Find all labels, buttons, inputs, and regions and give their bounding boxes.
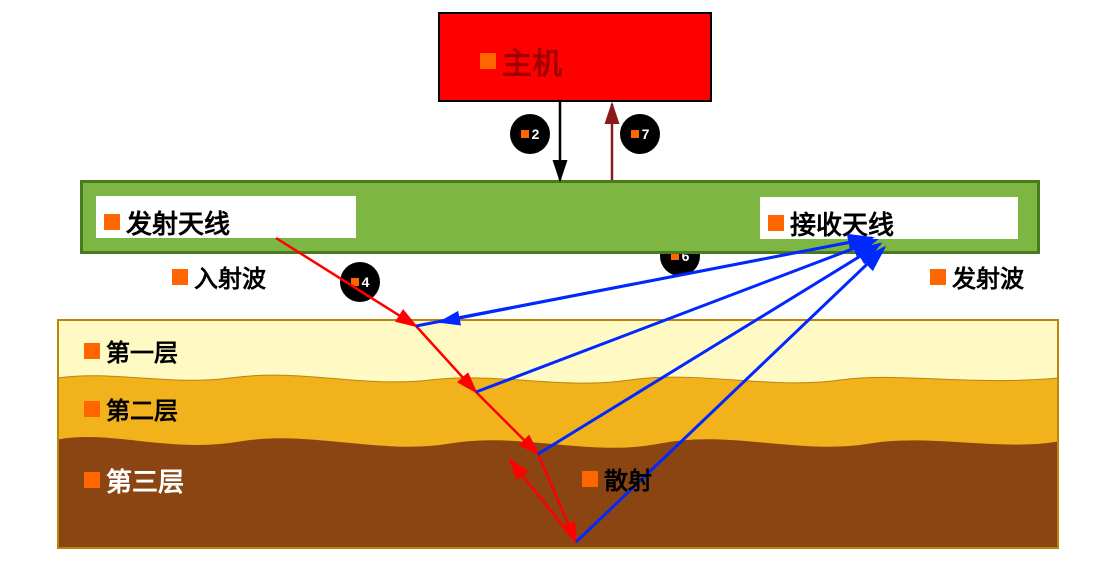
bullet-icon: [582, 471, 598, 487]
step-badge-5: 5: [466, 434, 506, 474]
incident-label: 入射波: [172, 259, 266, 294]
bullet-icon: [84, 472, 100, 488]
bullet-icon: [84, 343, 100, 359]
rx-antenna-text: 接收天线: [790, 205, 894, 242]
layer1-label: 第一层: [84, 333, 178, 368]
bullet-icon: [480, 53, 496, 69]
host-label: 主机: [480, 39, 562, 83]
step-badge-2: 2: [510, 114, 550, 154]
step-badge-7: 7: [620, 114, 660, 154]
bullet-icon: [84, 401, 100, 417]
bullet-icon: [768, 215, 784, 231]
layer2-label: 第二层: [84, 391, 178, 426]
layer1-text: 第一层: [106, 333, 178, 368]
tx-antenna-label: 发射天线: [104, 204, 230, 241]
step-number: 5: [488, 446, 496, 462]
scatter-text: 散射: [604, 461, 652, 496]
step-number: 4: [362, 274, 370, 290]
bullet-icon: [477, 450, 485, 458]
bullet-icon: [521, 130, 529, 138]
tx-antenna-text: 发射天线: [126, 204, 230, 241]
bullet-icon: [631, 130, 639, 138]
bullet-icon: [172, 269, 188, 285]
scatter-label: 散射: [582, 461, 652, 496]
step-number: 7: [642, 126, 650, 142]
incident-text: 入射波: [194, 259, 266, 294]
bullet-icon: [351, 278, 359, 286]
host-text: 主机: [502, 39, 562, 83]
emitted-label: 发射波: [930, 259, 1024, 294]
layer3-label: 第三层: [84, 462, 184, 499]
rx-antenna-label: 接收天线: [768, 205, 894, 242]
layer2-text: 第二层: [106, 391, 178, 426]
bullet-icon: [930, 269, 946, 285]
diagram-stage: { "canvas": { "width": 1112, "height": 5…: [0, 0, 1112, 562]
emitted-text: 发射波: [952, 259, 1024, 294]
layer3-text: 第三层: [106, 462, 184, 499]
step-badge-4: 4: [340, 262, 380, 302]
step-number: 2: [532, 126, 540, 142]
bullet-icon: [104, 214, 120, 230]
